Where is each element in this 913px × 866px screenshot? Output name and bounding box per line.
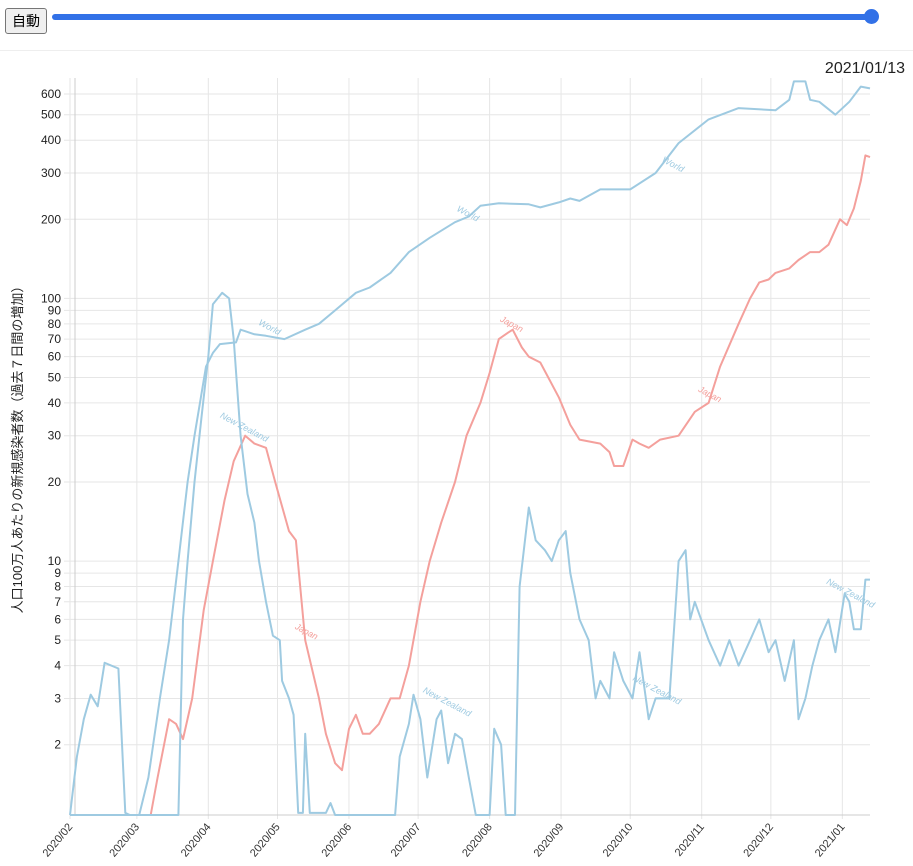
x-tick-label: 2020/12	[741, 821, 776, 859]
y-tick-label: 300	[41, 166, 61, 180]
y-tick-label: 5	[54, 633, 61, 647]
x-tick-label: 2020/11	[673, 821, 707, 859]
x-tick-label: 2021/01	[813, 821, 848, 859]
date-slider[interactable]	[52, 9, 879, 24]
y-tick-label: 500	[41, 108, 61, 122]
y-tick-label: 80	[48, 317, 62, 331]
x-tick-label: 2020/08	[460, 821, 495, 859]
current-date-label: 2021/01/13	[824, 60, 905, 77]
y-tick-label: 8	[54, 580, 61, 594]
y-tick-label: 50	[48, 370, 62, 384]
divider	[0, 50, 913, 51]
y-tick-label: 6	[54, 612, 61, 626]
y-tick-label: 2	[54, 738, 61, 752]
series-line-world	[69, 80, 871, 816]
y-tick-label: 400	[41, 133, 61, 147]
y-tick-label: 10	[48, 554, 62, 568]
auto-play-button[interactable]: 自動	[5, 8, 47, 34]
x-tick-label: 2020/04	[179, 821, 214, 859]
x-tick-label: 2020/10	[601, 821, 636, 859]
y-tick-label: 100	[41, 291, 61, 305]
series-label-japan: Japan	[293, 621, 320, 642]
series-label-new-zealand: New Zealand	[421, 685, 473, 719]
y-tick-label: 20	[48, 475, 62, 489]
y-tick-label: 90	[48, 303, 62, 317]
series-line-japan	[70, 154, 871, 816]
x-tick-label: 2020/07	[389, 821, 424, 859]
series-label-new-zealand: New Zealand	[825, 576, 877, 610]
y-tick-label: 4	[54, 659, 61, 673]
y-axis-label: 人口100万人あたりの新規感染者数（過去７日間の増加）	[10, 280, 25, 614]
x-tick-label: 2020/05	[248, 821, 283, 859]
y-tick-label: 3	[54, 691, 61, 705]
y-tick-label: 70	[48, 332, 62, 346]
y-tick-label: 200	[41, 212, 61, 226]
x-tick-label: 2020/09	[532, 821, 567, 859]
y-tick-label: 600	[41, 87, 61, 101]
series-label-new-zealand: New Zealand	[631, 673, 683, 707]
y-tick-label: 9	[54, 566, 61, 580]
series-label-world: World	[660, 154, 686, 174]
y-tick-label: 40	[48, 396, 62, 410]
slider-track[interactable]	[52, 14, 875, 20]
y-tick-label: 7	[54, 595, 61, 609]
y-tick-label: 60	[48, 350, 62, 364]
y-tick-label: 30	[48, 429, 62, 443]
series-label-new-zealand: New Zealand	[219, 410, 271, 444]
x-tick-label: 2020/06	[320, 821, 355, 859]
series-line-new-zealand	[70, 291, 870, 816]
slider-thumb[interactable]	[864, 9, 879, 24]
series-new-zealand: New Zealand New Zealand New Zealand New Zea…	[70, 291, 877, 816]
x-tick-label: 2020/03	[107, 821, 142, 859]
x-tick-label: 2020/02	[41, 821, 76, 859]
